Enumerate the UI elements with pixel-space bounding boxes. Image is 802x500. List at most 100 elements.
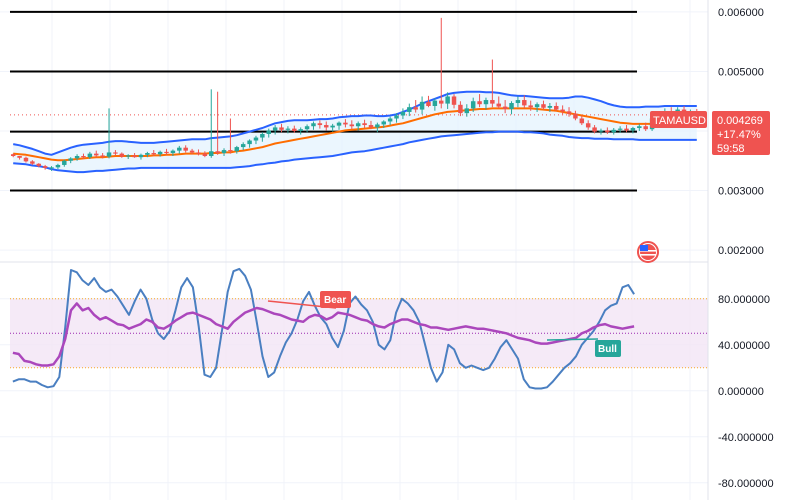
candle[interactable] [23, 156, 29, 163]
candle[interactable] [292, 125, 297, 133]
candle[interactable] [585, 120, 591, 130]
candle[interactable] [611, 128, 616, 135]
candle[interactable] [509, 101, 514, 115]
candle[interactable] [617, 126, 623, 133]
candle[interactable] [138, 153, 144, 160]
candle[interactable] [605, 127, 610, 134]
candle[interactable] [560, 105, 565, 115]
candle[interactable] [522, 95, 527, 109]
candle[interactable] [55, 163, 61, 170]
candle[interactable] [426, 95, 431, 108]
candle[interactable] [177, 145, 182, 154]
candle[interactable] [164, 148, 169, 155]
candle[interactable] [106, 108, 112, 159]
candle[interactable] [189, 148, 195, 155]
candle[interactable] [637, 123, 642, 131]
candle[interactable] [394, 113, 399, 123]
candle[interactable] [260, 132, 265, 142]
candle[interactable] [496, 96, 501, 109]
candle[interactable] [407, 103, 412, 117]
us-flag-icon[interactable] [637, 241, 659, 263]
candle[interactable] [311, 121, 316, 130]
candle[interactable] [630, 126, 636, 134]
candle[interactable] [573, 110, 578, 121]
candle[interactable] [451, 94, 457, 109]
price-pane[interactable] [10, 10, 700, 192]
candle[interactable] [592, 125, 597, 134]
candle[interactable] [464, 104, 470, 117]
candle[interactable] [30, 160, 35, 165]
candle[interactable] [400, 108, 406, 120]
candle[interactable] [643, 122, 648, 131]
candle[interactable] [119, 152, 125, 158]
candle[interactable] [349, 120, 355, 130]
candle[interactable] [317, 120, 323, 129]
candle[interactable] [547, 103, 553, 112]
candle[interactable] [253, 135, 259, 145]
candle[interactable] [221, 148, 227, 157]
candle[interactable] [228, 118, 233, 154]
candle[interactable] [336, 121, 342, 130]
candle[interactable] [387, 116, 393, 126]
candle[interactable] [17, 156, 22, 160]
candle[interactable] [458, 101, 463, 117]
candle[interactable] [94, 150, 99, 158]
candle[interactable] [490, 59, 495, 108]
candle[interactable] [279, 123, 284, 133]
candle[interactable] [355, 121, 361, 131]
candle[interactable] [183, 145, 188, 153]
candle[interactable] [62, 159, 67, 167]
candle[interactable] [324, 121, 329, 131]
candle[interactable] [413, 100, 418, 113]
candle[interactable] [470, 97, 476, 112]
candle[interactable] [247, 139, 252, 148]
candle[interactable] [81, 153, 86, 159]
candle[interactable] [598, 128, 604, 135]
candle[interactable] [36, 163, 41, 168]
candle[interactable] [157, 150, 163, 157]
candle[interactable] [145, 151, 150, 158]
candle[interactable] [579, 115, 585, 126]
candle[interactable] [381, 120, 386, 129]
candle[interactable] [74, 154, 80, 161]
candle[interactable] [375, 122, 380, 133]
candle[interactable] [343, 119, 348, 128]
candle[interactable] [151, 150, 156, 157]
candle[interactable] [49, 166, 54, 171]
candle[interactable] [624, 125, 629, 133]
candle[interactable] [87, 151, 93, 159]
candle[interactable] [541, 100, 546, 110]
candle[interactable] [10, 153, 16, 158]
candle[interactable] [209, 89, 214, 158]
candle[interactable] [196, 149, 201, 156]
candle[interactable] [528, 100, 533, 111]
candle[interactable] [330, 123, 335, 132]
candle[interactable] [298, 127, 303, 135]
candle[interactable] [170, 149, 176, 157]
candle[interactable] [362, 119, 367, 129]
candle[interactable] [266, 128, 271, 138]
candle[interactable] [215, 91, 220, 155]
candle[interactable] [304, 124, 310, 133]
candle[interactable] [125, 154, 131, 159]
candle[interactable] [42, 164, 48, 170]
candle[interactable] [483, 97, 489, 110]
candle[interactable] [368, 120, 374, 130]
candle[interactable] [132, 153, 137, 158]
candle[interactable] [515, 96, 521, 108]
candle[interactable] [202, 151, 208, 158]
candle[interactable] [68, 157, 73, 164]
oscillator-pane[interactable] [10, 267, 708, 390]
candle[interactable] [100, 153, 105, 159]
candle[interactable] [432, 98, 438, 111]
candle[interactable] [113, 150, 118, 156]
candle[interactable] [240, 142, 246, 151]
candle[interactable] [285, 126, 291, 134]
candle[interactable] [554, 102, 559, 111]
candle[interactable] [502, 100, 508, 114]
candle[interactable] [534, 102, 540, 112]
candle[interactable] [566, 107, 572, 117]
candle[interactable] [234, 145, 240, 154]
candle[interactable] [477, 94, 482, 108]
